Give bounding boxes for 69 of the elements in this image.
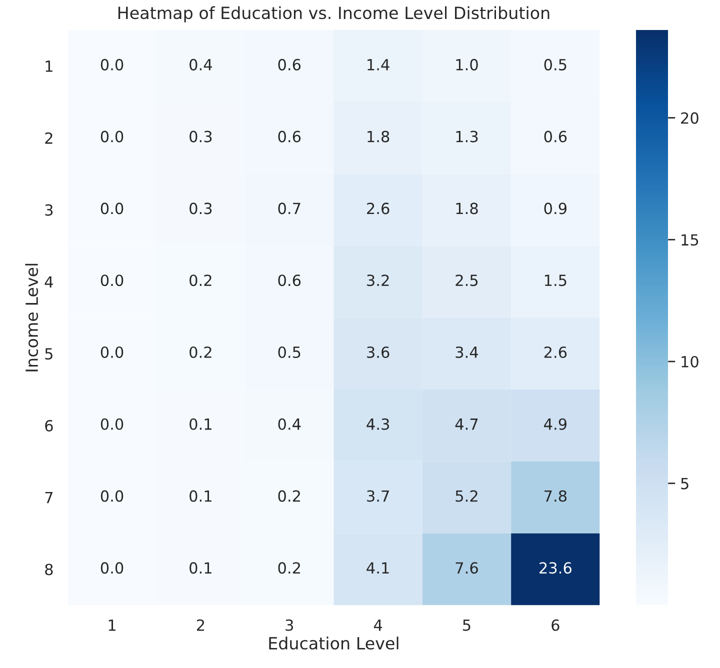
data-label: 0.1 [190,418,212,430]
data-label: 0.0 [100,490,124,502]
data-label: 0.0 [100,202,124,214]
data-label: 0.6 [544,130,567,142]
data-label: 0.2 [190,274,212,286]
y-tick-label: 3 [45,204,53,216]
data-label: 4.9 [544,418,566,430]
data-label: 2.6 [544,346,567,358]
data-label: 0.6 [278,58,301,70]
data-label: 1.8 [368,130,390,142]
x-tick-label: 6 [552,619,560,631]
y-tick-label: 5 [45,348,52,360]
data-label: 0.3 [190,130,212,142]
data-label: 1.4 [368,59,390,70]
data-label: 0.9 [544,202,566,214]
data-label: 2.5 [456,274,478,286]
x-tick-label: 4 [374,620,382,631]
y-tick-label: 2 [45,132,52,144]
data-label: 0.6 [278,130,301,142]
data-label: 0.0 [100,58,124,70]
x-axis-title: Education Level [269,636,398,650]
color-bar-label: 10 [682,356,698,368]
data-label: 0.4 [278,418,301,430]
data-label: 0.4 [190,58,212,70]
data-label: 0.0 [100,274,124,286]
color-bar-label: 15 [682,234,698,246]
data-label: 3.7 [367,490,389,502]
data-label: 0.6 [278,274,301,286]
data-label: 0.0 [100,418,124,430]
data-label: 1.5 [544,274,566,286]
x-tick-label: 3 [286,619,294,631]
x-tick-label: 5 [463,620,470,631]
data-label: 0.1 [190,562,212,574]
data-label: 5.2 [456,490,478,502]
data-label: 0.2 [190,346,212,358]
data-label: 3.2 [367,274,389,286]
data-label: 4.3 [366,418,389,430]
data-label: 23.6 [540,562,572,574]
data-label: 0.2 [278,562,300,574]
data-label: 0.0 [100,346,124,358]
y-tick-label: 4 [44,276,53,288]
y-tick-label: 1 [46,60,52,72]
data-label: 0.5 [278,346,300,358]
x-tick-label: 2 [196,619,204,631]
data-label: 1.3 [456,130,478,142]
chart-title: Heatmap of Education vs. Income Level Distribution [118,6,550,22]
y-axis-title: Income Level [25,264,38,372]
data-label: 2.6 [367,202,390,214]
data-label: 0.7 [278,202,300,214]
data-label: 1.0 [456,58,478,70]
data-label: 0.3 [190,202,212,214]
x-tick-label: 1 [108,620,116,631]
data-label: 0.1 [190,490,212,502]
data-label: 7.6 [456,562,478,574]
data-label: 4.1 [366,562,389,574]
data-label: 0.5 [544,58,566,70]
y-tick-label: 8 [45,564,53,576]
data-label: 1.8 [456,202,478,214]
y-tick-label: 6 [45,420,53,432]
data-label: 3.4 [456,346,478,358]
data-label: 7.8 [544,490,567,502]
data-label: 4.7 [455,418,478,430]
data-label: 0.0 [100,130,124,142]
y-tick-label: 7 [45,492,52,504]
color-bar-label: 20 [681,112,698,124]
color-bar-label: 5 [681,478,688,490]
data-label: 0.0 [100,562,124,574]
data-label: 3.6 [367,346,390,358]
data-label: 0.2 [278,490,300,502]
